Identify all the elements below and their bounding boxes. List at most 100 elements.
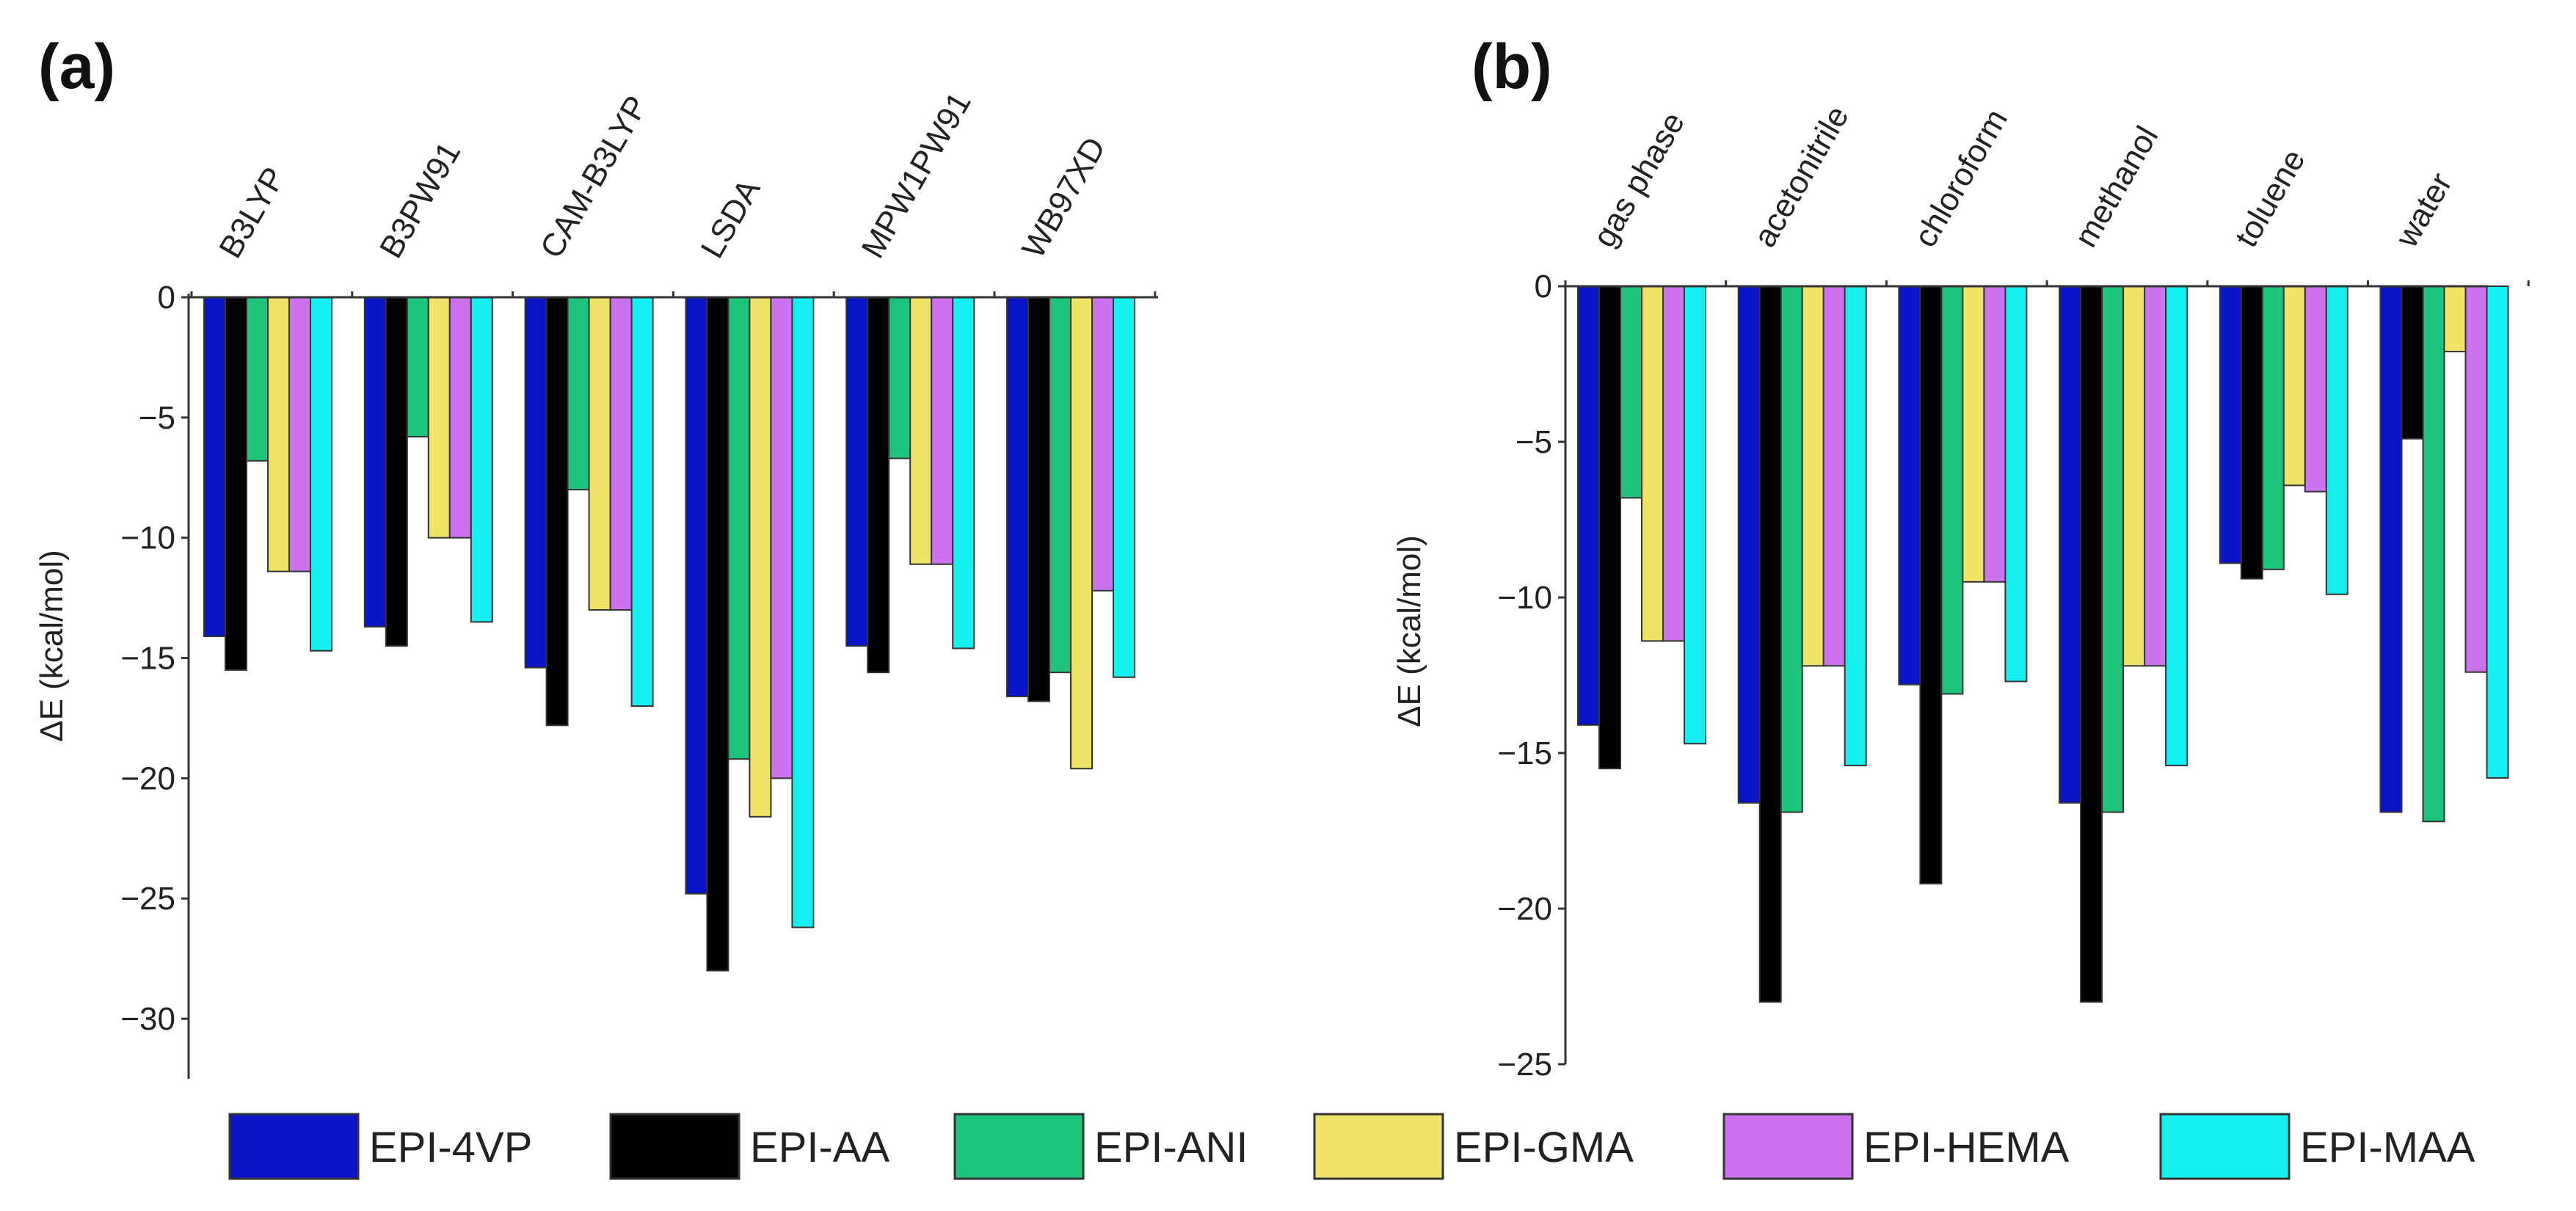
bar-epi-ani-1 <box>1620 286 1642 499</box>
category-label: gas phase <box>1586 106 1692 253</box>
panel-b: (b) 0 −5 −10 −15 −20 −25 gas phase acetonitrile… <box>1391 32 2530 1083</box>
bar-epi-hema-4 <box>770 297 793 779</box>
bar-epi-4vp-4 <box>2059 286 2082 804</box>
bar-epi-maa-3 <box>2004 286 2028 683</box>
bar-epi-aa-6 <box>1027 297 1050 702</box>
bar-epi-gma-6 <box>1070 297 1093 770</box>
bar-epi-4vp-6 <box>1006 297 1029 697</box>
bar-epi-gma-5 <box>2282 286 2306 487</box>
y-axis-title: ΔE (kcal/mol) <box>34 550 70 742</box>
bar-epi-maa-1 <box>310 297 332 652</box>
legend-label-epi-ani: EPI-ANI <box>1094 1124 1248 1171</box>
y-tick-label: −5 <box>1516 424 1552 460</box>
bar-epi-aa-1 <box>225 297 247 671</box>
bar-epi-hema-1 <box>1662 286 1685 642</box>
y-tick-label: −5 <box>139 400 175 436</box>
legend-swatch-epi-hema <box>1722 1113 1854 1180</box>
bar-epi-gma-1 <box>267 297 290 572</box>
bar-epi-maa-2 <box>1844 286 1867 766</box>
y-tick-label: 0 <box>158 280 175 316</box>
bar-epi-hema-1 <box>288 297 311 572</box>
category-label: acetonitrile <box>1747 100 1856 253</box>
legend-swatch-epi-gma <box>1313 1113 1444 1180</box>
bar-epi-maa-1 <box>1684 286 1706 745</box>
bar-epi-aa-6 <box>2401 286 2424 440</box>
y-tick-label: −30 <box>120 1001 175 1037</box>
bar-epi-aa-3 <box>1919 286 1943 885</box>
bar-epi-maa-5 <box>2325 286 2348 595</box>
bar-epi-aa-2 <box>385 297 408 647</box>
legend-swatch-epi-ani <box>953 1113 1085 1180</box>
bar-epi-ani-5 <box>888 297 912 459</box>
category-label: toluene <box>2228 143 2313 253</box>
panel-a: (a) 0 −5 −10 −15 −20 −25 −30 B3LYP B3PW91 CAM-B3L… <box>34 32 1158 1079</box>
bar-epi-aa-4 <box>706 297 729 972</box>
bar-epi-maa-4 <box>2165 286 2188 766</box>
bar-epi-hema-3 <box>1983 286 2006 583</box>
bar-epi-4vp-2 <box>363 297 387 628</box>
bar-epi-gma-3 <box>1962 286 1985 583</box>
bar-epi-ani-2 <box>1780 286 1803 813</box>
bar-epi-gma-2 <box>427 297 451 539</box>
bar-epi-hema-3 <box>609 297 633 611</box>
y-tick-label: −20 <box>1497 891 1552 927</box>
bar-epi-aa-5 <box>2240 286 2263 580</box>
bar-epi-maa-6 <box>1113 297 1135 678</box>
bar-epi-aa-3 <box>545 297 569 727</box>
category-label: B3PW91 <box>373 136 467 264</box>
bar-epi-ani-6 <box>2422 286 2445 823</box>
bar-epi-hema-2 <box>448 297 472 539</box>
bar-epi-gma-4 <box>749 297 772 818</box>
bar-epi-ani-2 <box>406 297 429 438</box>
y-axis-title: ΔE (kcal/mol) <box>1391 535 1427 727</box>
bar-epi-gma-1 <box>1641 286 1664 642</box>
bar-epi-ani-6 <box>1049 297 1071 674</box>
bar-epi-ani-1 <box>246 297 269 462</box>
bar-epi-ani-4 <box>727 297 751 760</box>
bar-epi-ani-3 <box>567 297 590 491</box>
bar-epi-maa-2 <box>470 297 493 623</box>
bar-epi-gma-2 <box>1801 286 1824 667</box>
legend-label-epi-gma: EPI-GMA <box>1454 1124 1634 1171</box>
bar-epi-hema-6 <box>2464 286 2488 673</box>
bar-epi-4vp-1 <box>1577 286 1600 726</box>
bar-epi-aa-2 <box>1758 286 1782 1003</box>
bar-epi-hema-2 <box>1822 286 1846 667</box>
bar-epi-4vp-5 <box>2219 286 2242 564</box>
bar-epi-4vp-3 <box>1898 286 1921 685</box>
bar-epi-gma-4 <box>2122 286 2146 667</box>
bar-epi-maa-6 <box>2486 286 2509 779</box>
bar-epi-aa-4 <box>2080 286 2103 1003</box>
bar-epi-maa-4 <box>791 297 815 928</box>
legend-swatch-epi-4vp <box>228 1113 360 1180</box>
bar-epi-4vp-1 <box>203 297 226 638</box>
legend-swatch-epi-maa <box>2159 1113 2291 1180</box>
category-label: LSDA <box>694 172 768 264</box>
category-label: CAM-B3LYP <box>534 90 655 264</box>
bar-epi-ani-3 <box>1940 286 1964 695</box>
bar-epi-hema-5 <box>931 297 954 565</box>
y-tick-label: −20 <box>120 760 175 796</box>
panel-b-label: (b) <box>1471 32 1552 102</box>
bar-epi-4vp-3 <box>524 297 547 669</box>
y-tick-label: −15 <box>120 641 175 677</box>
bar-epi-aa-1 <box>1598 286 1621 770</box>
legend-label-epi-hema: EPI-HEMA <box>1863 1124 2070 1171</box>
bar-epi-ani-5 <box>2261 286 2285 570</box>
bar-epi-gma-6 <box>2443 286 2467 353</box>
bar-epi-aa-5 <box>867 297 890 674</box>
bar-epi-hema-5 <box>2304 286 2327 492</box>
bar-epi-ani-4 <box>2101 286 2125 813</box>
category-label: MPW1PW91 <box>854 86 978 264</box>
legend-label-epi-maa: EPI-MAA <box>2300 1124 2475 1171</box>
bar-epi-4vp-6 <box>2379 286 2403 813</box>
legend-label-epi-aa: EPI-AA <box>750 1124 889 1171</box>
panel-a-label: (a) <box>38 32 115 102</box>
legend-swatch-epi-aa <box>609 1113 741 1180</box>
bar-epi-hema-4 <box>2144 286 2167 667</box>
y-tick-label: −10 <box>1497 580 1552 616</box>
bar-epi-maa-5 <box>952 297 975 650</box>
category-label: methanol <box>2067 120 2165 253</box>
category-label: WB97XD <box>1015 131 1113 264</box>
y-tick-label: 0 <box>1535 269 1552 305</box>
